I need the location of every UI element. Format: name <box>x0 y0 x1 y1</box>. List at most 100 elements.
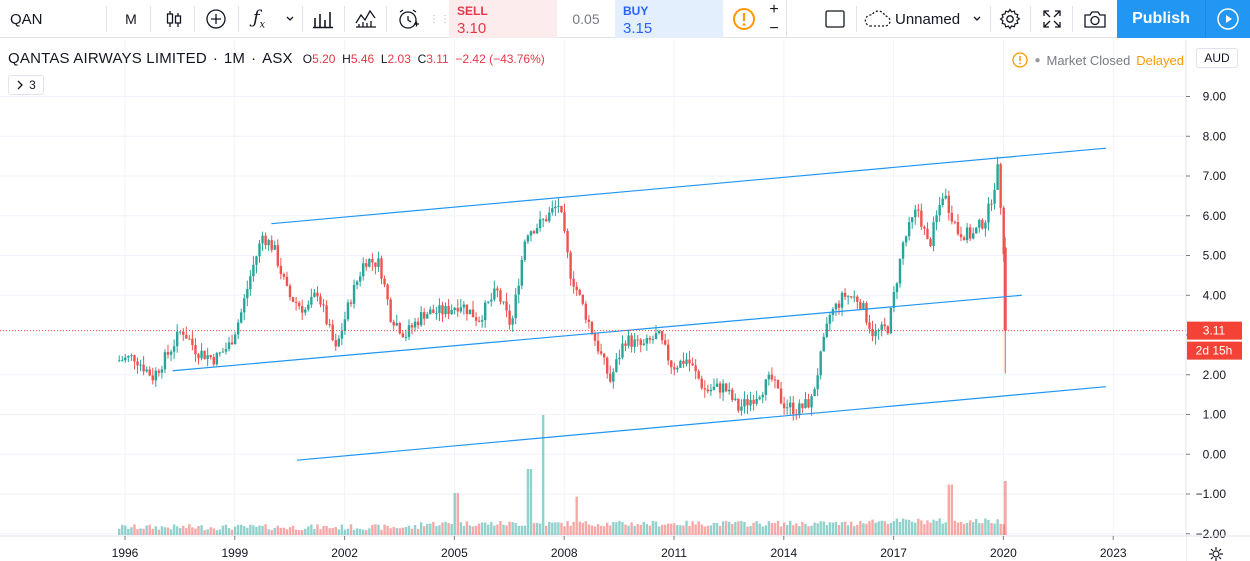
candle <box>673 362 676 376</box>
x-tick-label: 2023 <box>1100 546 1127 560</box>
volume-bar <box>419 522 423 535</box>
volume-bar <box>243 526 246 535</box>
volume-bar <box>877 521 880 535</box>
volume-bar <box>917 518 920 535</box>
candle <box>578 288 581 296</box>
volume-bar <box>148 524 151 535</box>
chart-style-button[interactable] <box>158 0 190 38</box>
delayed-badge: Delayed <box>1136 52 1184 68</box>
candle <box>447 299 450 320</box>
volume-bar <box>962 523 966 535</box>
volume-bar <box>618 520 621 535</box>
snapshot-button[interactable] <box>1078 0 1112 38</box>
trend-line[interactable] <box>271 147 1106 225</box>
volume-bar <box>728 521 731 535</box>
volume-bar <box>166 527 170 535</box>
channel-trendlines[interactable] <box>172 147 1106 461</box>
volume-bar <box>578 521 581 535</box>
volume-bar <box>968 520 972 535</box>
volume-bar <box>840 522 844 535</box>
zoom-out-button[interactable]: − <box>764 19 784 38</box>
volume-bar <box>981 523 984 535</box>
publish-button[interactable]: Publish <box>1117 0 1205 38</box>
volume-bar <box>157 529 161 535</box>
time-axis[interactable]: 1996 1999 2002 2005 2008 2011 2014 2017 2020 2023 <box>0 535 1250 561</box>
warning-button[interactable] <box>728 0 760 38</box>
candle <box>663 333 667 346</box>
volume-bar <box>758 523 761 535</box>
drag-handle-icon[interactable]: ⋮⋮ <box>429 13 451 25</box>
financials-button[interactable] <box>308 0 338 38</box>
fullscreen-button[interactable] <box>1036 0 1068 38</box>
candle <box>700 375 703 390</box>
volume-bar <box>956 522 960 535</box>
volume-bar <box>230 529 234 535</box>
volume-bar <box>779 526 783 535</box>
symbol-legend[interactable]: QANTAS AIRWAYS LIMITED · 1M · ASX O5.20 … <box>8 50 545 67</box>
candle <box>535 223 539 235</box>
divider <box>856 6 857 32</box>
candle <box>282 272 286 280</box>
interval-button[interactable]: M <box>116 0 146 38</box>
volume-bar <box>987 520 990 535</box>
replay-button[interactable] <box>1205 0 1250 38</box>
cloud-save-button[interactable] <box>862 0 892 38</box>
volume-bar <box>670 523 673 535</box>
symbol-search[interactable]: QAN <box>10 0 50 38</box>
layout-name[interactable]: Unnamed <box>895 0 965 38</box>
volume-bar <box>850 521 853 535</box>
candle <box>779 381 783 405</box>
legend-collapse-button[interactable]: 3 <box>8 75 44 95</box>
volume-bar <box>993 523 996 535</box>
indicators-dropdown[interactable] <box>280 0 300 38</box>
candle <box>410 322 414 335</box>
zoom-in-button[interactable]: + <box>764 0 784 19</box>
templates-button[interactable] <box>352 0 380 38</box>
volume-bar <box>636 524 639 535</box>
candle <box>456 299 459 317</box>
volume-bar <box>221 525 225 535</box>
volume-bar <box>828 522 832 535</box>
volume-bar <box>203 530 206 535</box>
candle <box>889 306 893 335</box>
volume-bar <box>755 521 758 535</box>
volume-bar <box>801 521 804 535</box>
candle <box>651 335 655 344</box>
volume-bar <box>633 525 636 535</box>
candle <box>816 368 819 397</box>
y-tick-label: 1.00 <box>1203 408 1227 422</box>
candle <box>243 293 246 321</box>
volume-bar <box>737 521 740 535</box>
candle <box>325 300 328 326</box>
candle <box>389 297 392 323</box>
volume-bar <box>907 519 911 535</box>
top-toolbar: QAN M ƒx ⋮⋮ <box>0 0 1250 38</box>
function-icon: ƒx <box>252 7 266 31</box>
sell-button[interactable]: SELL 3.10 <box>449 0 557 38</box>
candle <box>950 205 954 225</box>
price-chart[interactable]: 9.008.007.006.005.004.003.002.001.000.00… <box>0 40 1250 561</box>
buy-button[interactable]: BUY 3.15 <box>615 0 723 38</box>
price-axis[interactable]: 9.008.007.006.005.004.003.002.001.000.00… <box>1185 40 1250 561</box>
trend-line[interactable] <box>172 294 1022 372</box>
candle <box>169 349 173 362</box>
candle <box>551 200 554 216</box>
alert-button[interactable] <box>392 0 424 38</box>
indicators-button[interactable]: ƒx <box>246 0 272 38</box>
axis-settings-button[interactable] <box>1209 547 1223 561</box>
candle <box>804 392 807 409</box>
layout-dropdown[interactable] <box>968 0 986 38</box>
settings-button[interactable] <box>994 0 1026 38</box>
compare-button[interactable] <box>200 0 232 38</box>
candle <box>175 324 179 353</box>
divider <box>106 6 107 32</box>
candle <box>874 323 877 345</box>
layout-button[interactable] <box>820 0 850 38</box>
last-candle[interactable] <box>1003 237 1007 374</box>
currency-button[interactable]: AUD <box>1196 48 1238 68</box>
volume-bar <box>575 496 578 535</box>
volume-bar <box>276 525 280 535</box>
trend-line[interactable] <box>296 386 1106 461</box>
volume-bar <box>163 527 167 535</box>
volume-bar <box>724 521 728 535</box>
